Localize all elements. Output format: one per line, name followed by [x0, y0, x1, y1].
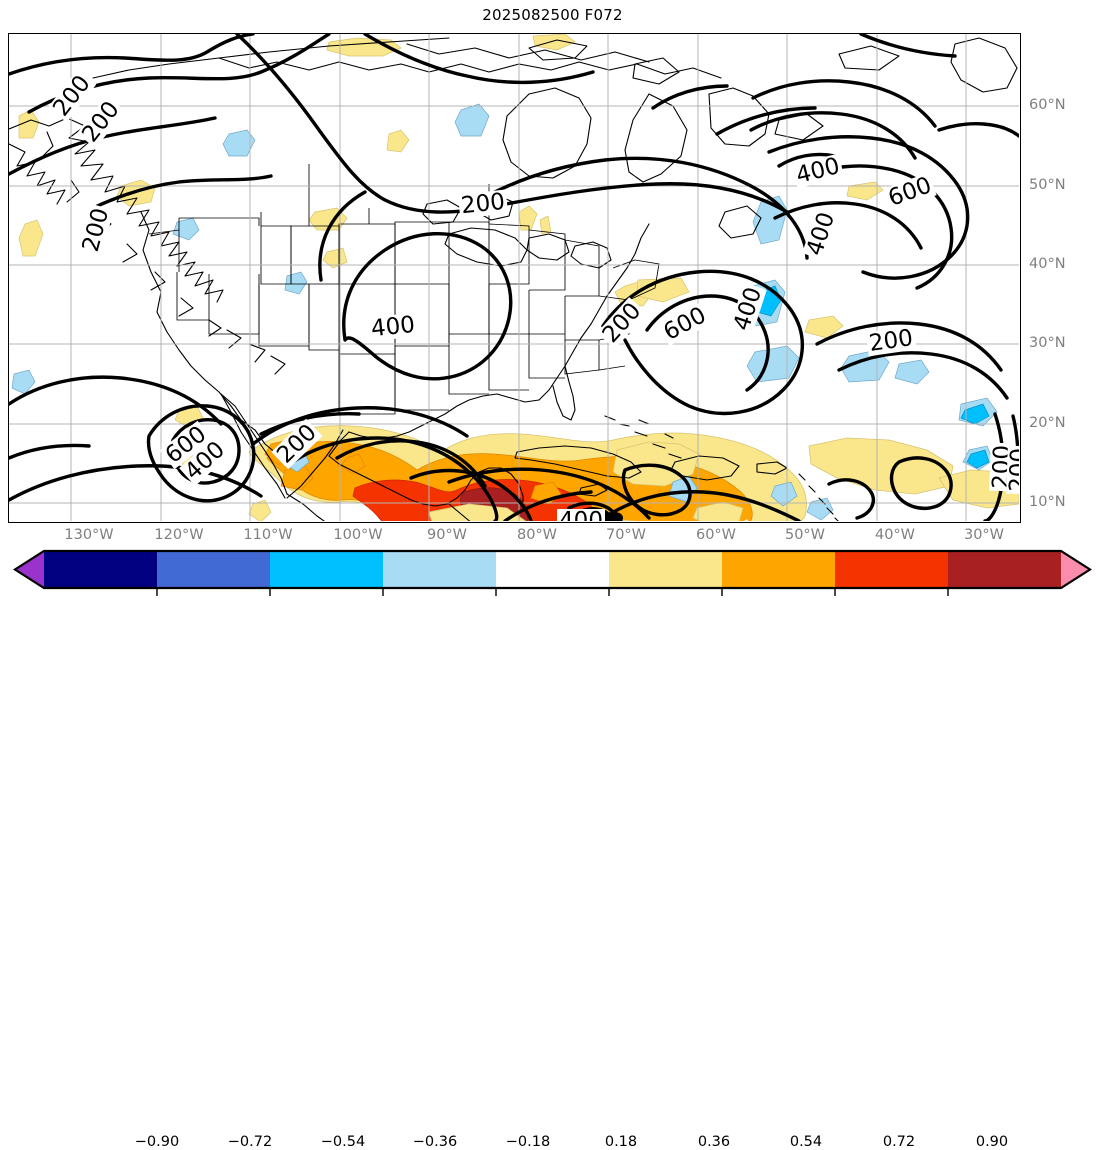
ytick-label-10n: 10°N	[1029, 494, 1066, 510]
contour-label: 400	[559, 508, 603, 521]
xtick-label-30w: 30°W	[963, 527, 1005, 543]
colorbar-segment-1	[157, 551, 271, 588]
contour-label: 200	[1005, 448, 1019, 493]
state-borders-layer	[148, 164, 660, 415]
contour-label: 200	[867, 325, 914, 357]
contour-label-11: 200	[865, 325, 917, 357]
colorbar-segment-3	[383, 551, 497, 588]
colorbar-outline	[12, 549, 1093, 590]
colorbar-ticks	[156, 588, 949, 596]
ytick-label-40n: 40°N	[1029, 256, 1066, 272]
contour-label: 400	[370, 312, 416, 342]
colorbar-segment-6	[722, 551, 836, 588]
colorbar-segments	[15, 551, 1090, 588]
contour-label: 200	[48, 71, 96, 122]
cb-tick-label-9: 0.90	[975, 1134, 1009, 1150]
contour-label: 600	[885, 172, 935, 211]
xtick-label-50w: 50°W	[784, 527, 826, 543]
contour-label-18: 200	[1005, 445, 1019, 495]
cb-tick-label-4: −0.18	[505, 1134, 551, 1150]
map-plot-area: 200 200 200 200 400 200 600 400 400 600 400 200 600 4…	[8, 33, 1021, 523]
contour-label: 200	[460, 189, 506, 219]
xtick-label-90w: 90°W	[426, 527, 468, 543]
contour-label-4: 400	[367, 312, 419, 342]
cb-tick-label-8: 0.72	[882, 1134, 916, 1150]
colorbar-segment-8	[948, 551, 1062, 588]
xtick-label-70w: 70°W	[605, 527, 647, 543]
colorbar-segment-4	[496, 551, 610, 588]
contour-label-15: 400	[557, 508, 605, 521]
colorbar-segment-0	[44, 551, 158, 588]
cb-tick-label-6: 0.36	[697, 1134, 731, 1150]
gridlines-layer	[9, 34, 1019, 521]
contour-label-2: 200	[78, 203, 114, 257]
page-title: 2025082500 F072	[482, 6, 623, 24]
cb-tick-label-2: −0.54	[320, 1134, 366, 1150]
cb-tick-label-0: −0.90	[134, 1134, 180, 1150]
contour-label: 400	[794, 153, 843, 189]
ytick-label-60n: 60°N	[1029, 97, 1066, 113]
ytick-label-50n: 50°N	[1029, 177, 1066, 193]
colorbar-svg	[12, 549, 1093, 596]
cb-tick-label-5: 0.18	[604, 1134, 638, 1150]
colorbar-extend-max	[1061, 551, 1090, 588]
colorbar-segment-5	[609, 551, 723, 588]
cb-tick-label-7: 0.54	[789, 1134, 823, 1150]
contour-label-8: 400	[791, 153, 845, 189]
contour-label-6: 600	[658, 302, 712, 346]
xtick-label-130w: 130°W	[64, 527, 114, 543]
ytick-label-20n: 20°N	[1029, 415, 1066, 431]
colorbar[interactable]: −0.90 −0.72 −0.54 −0.36 −0.18 0.18 0.36 …	[0, 548, 1105, 1150]
contour-label-3: 200	[457, 189, 509, 219]
colorbar-segment-2	[270, 551, 384, 588]
ytick-label-30n: 30°N	[1029, 335, 1066, 351]
contour-label: 400	[802, 209, 840, 259]
cb-tick-label-3: −0.36	[412, 1134, 458, 1150]
xtick-label-40w: 40°W	[874, 527, 916, 543]
colorbar-extend-min	[15, 551, 44, 588]
xtick-label-60w: 60°W	[695, 527, 737, 543]
contour-label-9: 600	[883, 172, 937, 212]
xtick-label-110w: 110°W	[243, 527, 293, 543]
cb-tick-label-1: −0.72	[227, 1134, 273, 1150]
chart-root: 2025082500 F072	[0, 6, 1105, 1150]
xtick-label-120w: 120°W	[154, 527, 204, 543]
contour-label-10: 400	[802, 207, 840, 261]
contour-label: 200	[77, 97, 125, 148]
colorbar-segment-7	[835, 551, 949, 588]
contour-label: 200	[78, 205, 114, 254]
xtick-label-100w: 100°W	[333, 527, 383, 543]
xtick-label-80w: 80°W	[516, 527, 558, 543]
contour-label-1: 200	[76, 95, 126, 149]
